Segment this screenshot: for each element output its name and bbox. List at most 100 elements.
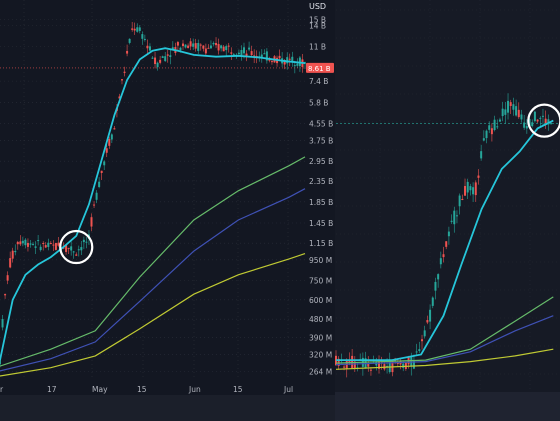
candle-body (245, 53, 248, 56)
right-ma-line (335, 348, 554, 370)
right-candle-body (474, 182, 477, 196)
right-candle-body (434, 281, 437, 291)
candle-body (222, 46, 225, 52)
candle-body (141, 34, 144, 39)
candle-body (62, 247, 65, 249)
candle-body (110, 134, 113, 140)
right-candle-body (402, 363, 405, 368)
candle-body (286, 57, 289, 64)
candle-body (171, 47, 174, 50)
right-candle-body (442, 254, 445, 258)
candle-body (72, 251, 75, 253)
right-candle-body (464, 186, 467, 196)
candle-body (128, 38, 131, 43)
candle-body (95, 192, 98, 200)
candle-body (151, 57, 154, 59)
candle-body (176, 42, 179, 46)
candle-body (217, 43, 220, 51)
right-candle-body (477, 175, 480, 178)
candle-body (179, 47, 182, 51)
candle-body (293, 65, 296, 67)
candle-body (126, 50, 129, 54)
candle-body (39, 246, 42, 251)
y-tick-label: 14 B (309, 22, 326, 31)
right-candle-body (445, 241, 448, 247)
candle-body (156, 62, 159, 68)
y-tick-label: 750 M (309, 276, 332, 285)
candle-body (49, 242, 52, 245)
right-candle-body (418, 349, 421, 351)
right-candle-body (485, 130, 488, 139)
candle-body (80, 247, 83, 251)
right-candle-body (450, 220, 453, 222)
y-tick-label: 320 M (309, 351, 332, 360)
candle-body (260, 54, 263, 58)
candle-body (98, 181, 101, 188)
candle-body (166, 54, 169, 56)
right-candle-body (458, 195, 461, 207)
y-tick-label: 4.55 B (309, 119, 333, 128)
candle-body (93, 204, 96, 206)
y-tick-label: 1.15 B (309, 239, 333, 248)
right-candle-body (429, 309, 432, 322)
candle-body (82, 239, 85, 243)
candle-body (21, 240, 24, 244)
candle-body (123, 71, 126, 73)
right-candle-body (517, 109, 520, 118)
right-candle-body (539, 117, 542, 119)
candle-body (243, 47, 245, 54)
candle-body (148, 46, 151, 51)
candle-body (263, 53, 266, 55)
candle-body (265, 51, 268, 61)
right-candle-body (472, 187, 475, 195)
candle-body (1, 319, 4, 328)
candle-body (164, 56, 167, 62)
x-tick-label: r (0, 385, 4, 394)
right-candle-body (343, 366, 346, 368)
candle-body (103, 161, 106, 166)
right-candle-body (404, 362, 407, 369)
candle-body (138, 27, 141, 31)
right-candle-body (469, 186, 472, 191)
right-ma-line (336, 119, 554, 361)
right-candle-body (348, 359, 351, 364)
right-candle-body (337, 358, 340, 366)
candle-body (209, 45, 212, 49)
right-candle-body (509, 102, 512, 106)
right-candle-body (386, 365, 389, 367)
right-candle-body (531, 122, 534, 127)
candle-body (159, 59, 162, 63)
right-candle-body (415, 351, 418, 353)
candle-body (230, 52, 233, 54)
candle-body (113, 128, 116, 130)
candle-body (194, 43, 197, 49)
right-candle-body (512, 104, 515, 110)
candle-body (9, 258, 12, 268)
candle-body (34, 246, 37, 248)
candle-body (105, 148, 108, 153)
y-tick-label: 390 M (309, 333, 332, 342)
x-tick-label: 15 (233, 385, 243, 394)
candle-body (253, 55, 256, 57)
right-candle-body (482, 138, 485, 141)
left-footer-strip (0, 395, 335, 421)
right-candle-body (396, 362, 399, 364)
right-highlight-circle (527, 103, 560, 138)
candle-body (283, 60, 286, 65)
right-panel-bg (335, 0, 560, 421)
candle-body (52, 244, 55, 246)
candle-body (75, 254, 78, 256)
y-tick-label: 5.8 B (309, 98, 328, 107)
right-candle-body (525, 126, 528, 129)
candle-body (44, 245, 47, 248)
candle-body (220, 45, 223, 49)
candle-body (19, 241, 22, 245)
candle-body (248, 47, 251, 50)
candle-body (296, 63, 299, 66)
right-ma-line (335, 296, 554, 364)
candle-body (26, 242, 29, 247)
candle-body (77, 249, 80, 251)
right-candle-body (550, 123, 553, 125)
y-tick-label: 950 M (309, 256, 332, 265)
